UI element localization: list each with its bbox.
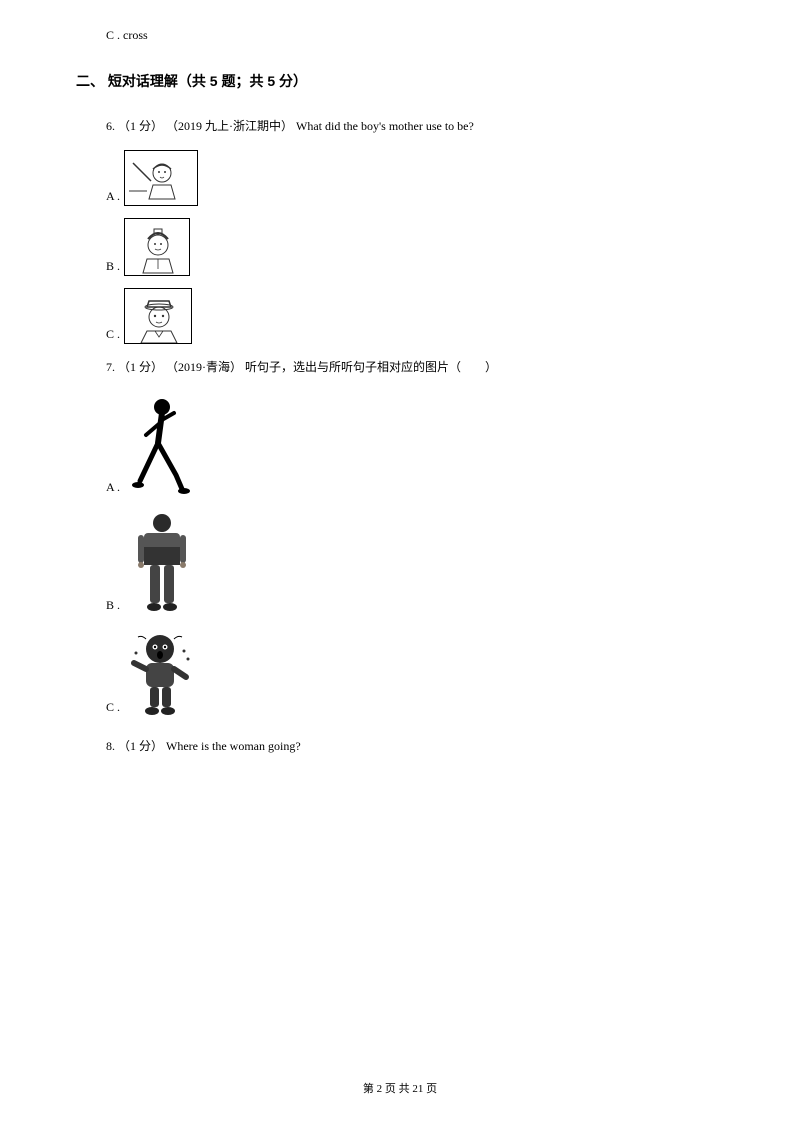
q7-option-a[interactable]: A . <box>106 393 724 497</box>
question-source: （2019·青海） <box>166 360 242 374</box>
q6-option-a[interactable]: A . <box>106 150 724 206</box>
walking-figure-image <box>124 393 194 497</box>
question-source: （2019 九上·浙江期中） <box>166 119 293 133</box>
question-8-text: 8. （1 分） Where is the woman going? <box>106 737 724 754</box>
option-letter: C . <box>106 700 120 717</box>
police-image <box>124 288 192 344</box>
q7-option-c[interactable]: C . <box>106 629 724 717</box>
question-6-text: 6. （1 分） （2019 九上·浙江期中） What did the boy… <box>106 117 724 134</box>
question-body: Where is the woman going? <box>166 739 301 753</box>
option-text: cross <box>123 28 148 42</box>
option-letter: C . <box>106 327 120 344</box>
q6-option-b[interactable]: B . <box>106 218 724 276</box>
teacher-image <box>124 150 198 206</box>
question-points: （1 分） <box>118 119 163 133</box>
question-number: 8. <box>106 739 115 753</box>
nurse-image <box>124 218 190 276</box>
standing-figure-image <box>124 511 200 615</box>
question-number: 7. <box>106 360 115 374</box>
prev-question-option-c: C . cross <box>106 28 724 43</box>
q7-option-b[interactable]: B . <box>106 511 724 615</box>
option-letter: A . <box>106 480 120 497</box>
question-number: 6. <box>106 119 115 133</box>
section-2-title: 二、 短对话理解（共 5 题；共 5 分） <box>76 71 724 91</box>
question-points: （1 分） <box>118 739 163 753</box>
question-7-text: 7. （1 分） （2019·青海） 听句子，选出与所听句子相对应的图片（ ） <box>106 358 724 375</box>
question-body: 听句子，选出与所听句子相对应的图片（ ） <box>245 360 497 374</box>
option-letter: A . <box>106 189 120 206</box>
question-points: （1 分） <box>118 360 163 374</box>
q6-option-c[interactable]: C . <box>106 288 724 344</box>
option-letter: B . <box>106 259 120 276</box>
page-footer: 第 2 页 共 21 页 <box>0 1080 800 1096</box>
option-letter: C . <box>106 28 120 42</box>
option-letter: B . <box>106 598 120 615</box>
jumping-figure-image <box>124 629 200 717</box>
question-body: What did the boy's mother use to be? <box>296 119 474 133</box>
